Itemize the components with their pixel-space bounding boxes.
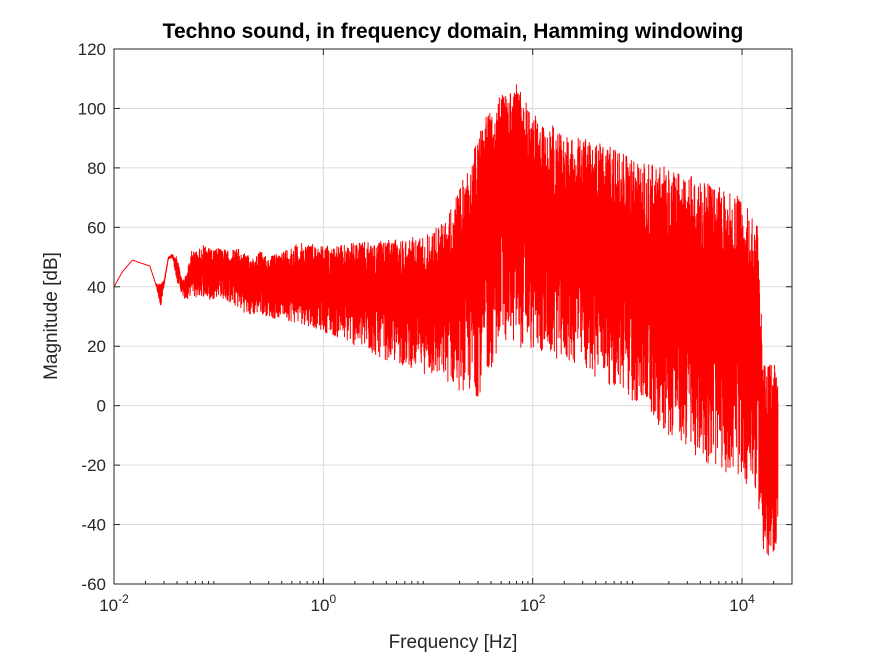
series-line xyxy=(113,84,779,556)
y-tick-label: 0 xyxy=(97,397,106,416)
x-tick-label: 10-2 xyxy=(99,592,129,615)
plot-border xyxy=(113,48,793,585)
y-tick-label: 120 xyxy=(78,40,106,59)
y-tick-label: -20 xyxy=(81,456,106,475)
x-tick-label: 102 xyxy=(520,592,546,615)
x-tick-label: 104 xyxy=(729,592,755,615)
y-tick-label: 20 xyxy=(87,337,106,356)
y-tick-label: -40 xyxy=(81,516,106,535)
y-axis-label: Magnitude [dB] xyxy=(41,252,62,380)
y-tick-label: 80 xyxy=(87,159,106,178)
tick-labels: -60 -40 -20 0 20 40 60 80 100 120 10-2 100 102 104 xyxy=(78,40,756,615)
y-tick-label: 40 xyxy=(87,278,106,297)
y-tick-label: -60 xyxy=(81,575,106,594)
series-group xyxy=(113,84,779,556)
chart-title: Techno sound, in frequency domain, Hammi… xyxy=(163,20,744,43)
ticks xyxy=(113,48,793,585)
x-tick-label: 100 xyxy=(311,592,337,615)
x-axis-label: Frequency [Hz] xyxy=(389,632,518,653)
y-tick-label: 60 xyxy=(87,218,106,237)
y-tick-label: 100 xyxy=(78,99,106,118)
